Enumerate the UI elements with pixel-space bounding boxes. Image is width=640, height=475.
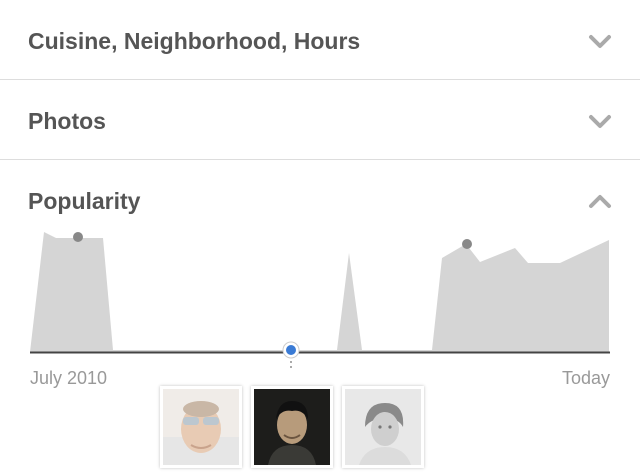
section-photos[interactable]: Photos: [0, 80, 640, 160]
user-photo-thumbnail[interactable]: [342, 386, 424, 468]
section-title-cuisine: Cuisine, Neighborhood, Hours: [28, 28, 361, 54]
timeline-start-label: July 2010: [30, 368, 108, 388]
chevron-down-icon[interactable]: [588, 34, 612, 50]
chevron-down-icon[interactable]: [588, 114, 612, 130]
user-photo-dark: [254, 389, 330, 465]
popularity-graph[interactable]: [0, 220, 640, 370]
popularity-area: [30, 232, 609, 352]
divider: [0, 159, 640, 160]
section-cuisine[interactable]: Cuisine, Neighborhood, Hours: [0, 0, 640, 80]
user-photo-thumbnail[interactable]: [160, 386, 242, 468]
chevron-up-icon[interactable]: [588, 193, 612, 209]
user-photo-sunglasses: [163, 389, 239, 465]
popularity-peak-marker: [73, 232, 83, 242]
divider: [0, 79, 640, 80]
timeline-end-label: Today: [561, 368, 610, 388]
user-photo-woman: [345, 389, 421, 465]
section-popularity[interactable]: Popularity: [0, 160, 640, 230]
popularity-peak-marker: [462, 239, 472, 249]
section-title-photos: Photos: [28, 108, 106, 134]
timeline-selector-dot: [286, 345, 296, 355]
user-photo-thumbnail-selected[interactable]: [251, 386, 333, 468]
section-title-popularity: Popularity: [28, 188, 141, 214]
